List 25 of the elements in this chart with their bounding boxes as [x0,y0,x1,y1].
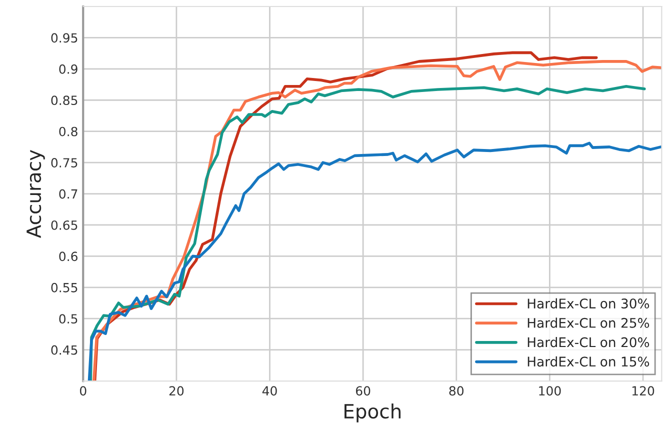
y-tick-label: 0.5 [59,314,78,324]
y-tick-label: 0.6 [59,252,78,262]
y-tick-label: 0.45 [51,345,78,355]
legend-label: HardEx-CL on 25% [528,318,650,328]
y-tick-label: 0.65 [51,220,78,230]
y-axis-title: Accuracy [26,150,45,238]
y-tick-label: 0.85 [51,96,78,106]
y-tick-label: 0.7 [59,189,78,199]
x-tick-label: 20 [169,386,184,396]
y-tick-label: 0.9 [59,64,78,74]
x-tick-label: 60 [356,386,370,396]
x-axis-title: Epoch [344,404,401,422]
x-tick-label: 100 [539,386,561,396]
x-tick-label: 80 [449,386,464,396]
y-tick-label: 0.95 [51,33,78,43]
legend-label: HardEx-CL on 30% [528,298,650,309]
x-tick-label: 120 [632,386,654,396]
line-series [88,142,662,382]
legend-label: HardEx-CL on 15% [528,356,650,367]
x-tick-label: 40 [262,386,277,396]
y-tick-label: 0.8 [59,126,78,136]
y-tick-label: 0.55 [51,282,78,292]
y-tick-label: 0.75 [51,158,78,168]
legend-label: HardEx-CL on 20% [528,337,650,348]
x-tick-label: 0 [80,386,86,396]
